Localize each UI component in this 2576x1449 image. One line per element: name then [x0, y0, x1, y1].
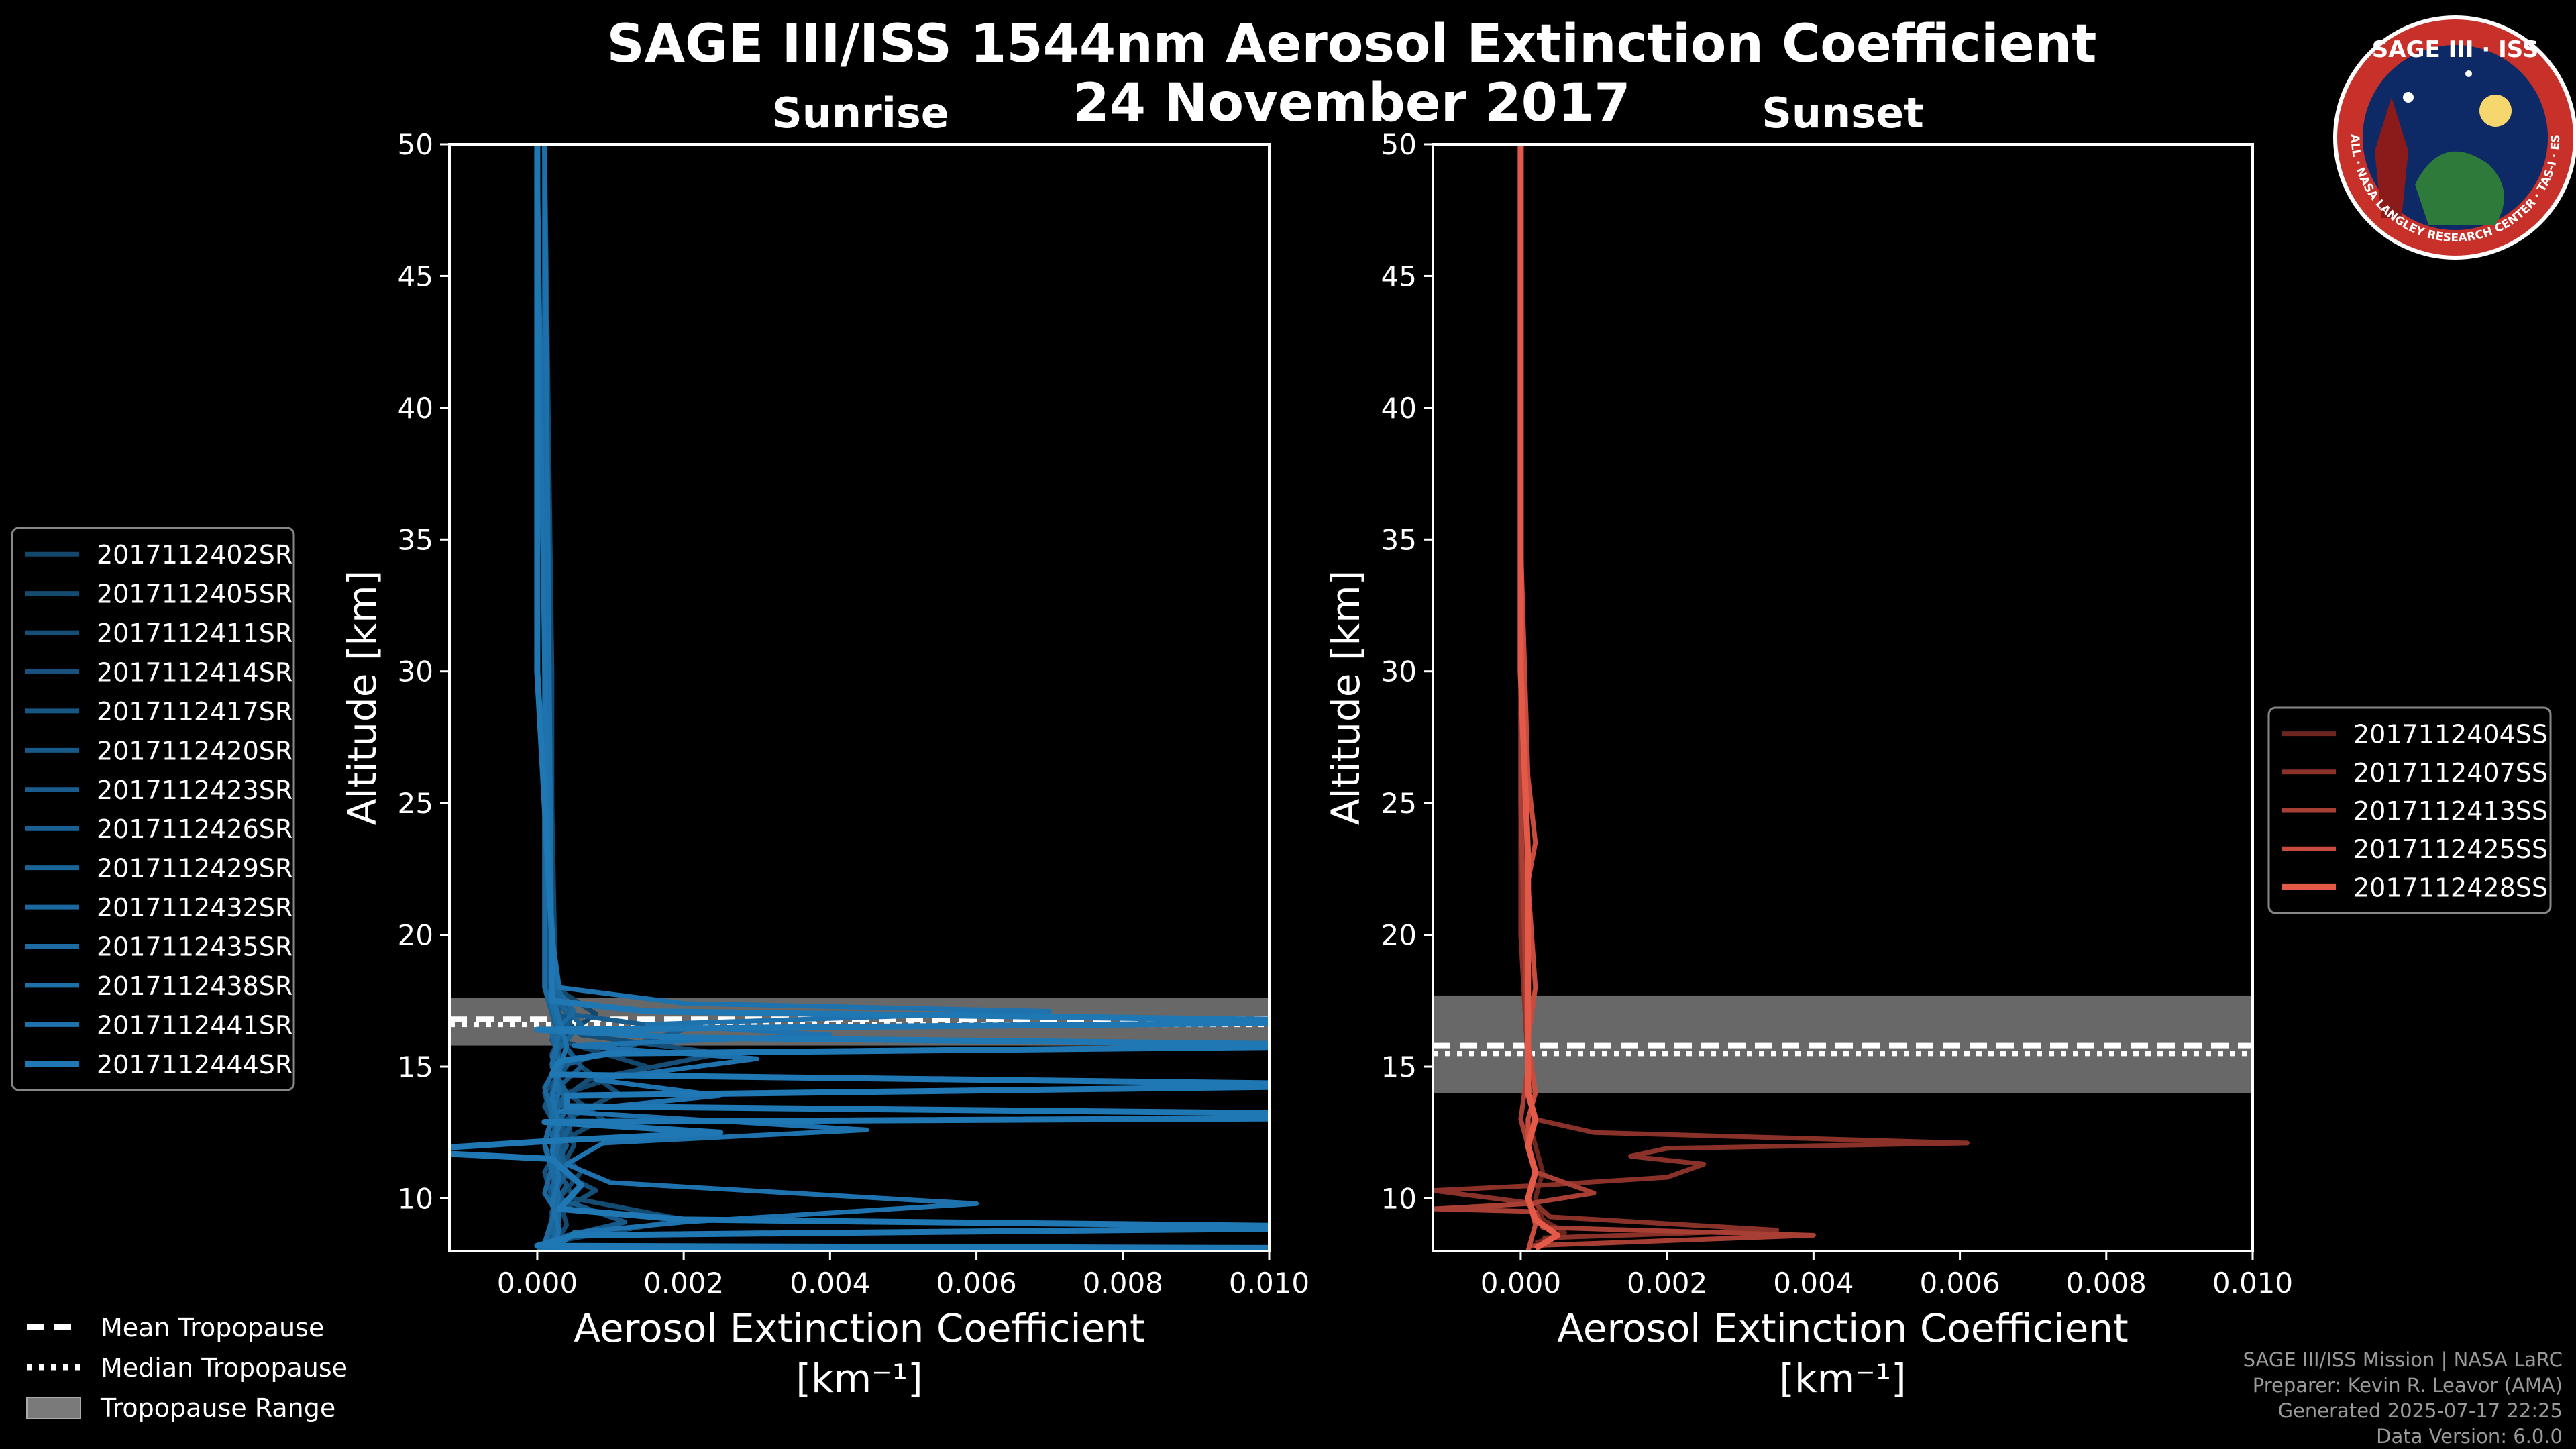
y-tick-label: 10 [398, 1182, 433, 1215]
series-line-2017112444SR [449, 144, 1269, 1251]
legend-label: 2017112402SR [97, 540, 292, 570]
figure-title: SAGE III/ISS 1544nm Aerosol Extinction C… [607, 14, 2097, 74]
x-axis-label: Aerosol Extinction Coefficient [574, 1305, 1145, 1351]
y-tick-label: 20 [398, 919, 433, 952]
tropopause-legend: Mean Tropopause Median Tropopause Tropop… [26, 1313, 347, 1423]
legend-label: 2017112426SR [97, 814, 292, 844]
footer-mission: SAGE III/ISS Mission | NASA LaRC [2243, 1348, 2563, 1371]
tropopause-group [1433, 995, 2253, 1093]
legend-label: 2017112405SR [97, 580, 292, 609]
series-line-2017112441SR [535, 144, 1053, 1248]
x-axis-unit: [km⁻¹] [1779, 1356, 1906, 1401]
footer-preparer: Preparer: Kevin R. Leavor (AMA) [2252, 1374, 2563, 1397]
legend-label: 2017112411SR [97, 619, 292, 648]
median-tropopause-label: Median Tropopause [101, 1353, 347, 1383]
legend-label: 2017112407SS [2353, 758, 2548, 788]
y-tick-label: 35 [1381, 523, 1417, 556]
y-tick-label: 20 [1381, 919, 1417, 952]
y-tick-label: 35 [398, 523, 433, 556]
series-line-2017112428SS [1517, 144, 1560, 1251]
tropopause-range-label: Tropopause Range [100, 1393, 335, 1423]
series-group [1433, 144, 1970, 1251]
footer-data-version: Data Version: 6.0.0 [2376, 1425, 2563, 1448]
x-axis-label: Aerosol Extinction Coefficient [1557, 1305, 2129, 1351]
y-axis-label: Altitude [km] [339, 570, 385, 825]
footer-credits: SAGE III/ISS Mission | NASA LaRC Prepare… [2243, 1347, 2563, 1449]
star-icon [2465, 70, 2472, 77]
sunrise-panel: 10 15 20 25 30 35 40 45 50 0.000 0.002 0.004 0.006 0.… [339, 89, 1309, 1401]
legend-label: 2017112435SR [97, 932, 292, 962]
legend-label: 2017112444SR [97, 1050, 292, 1079]
y-tick-label: 15 [1381, 1051, 1417, 1083]
x-tick-label: 0.006 [936, 1267, 1016, 1299]
y-axis-label: Altitude [km] [1323, 570, 1368, 825]
y-tick-label: 30 [398, 655, 433, 688]
y-tick-label: 25 [398, 787, 433, 820]
legend-label: 2017112438SR [97, 971, 292, 1001]
x-axis-unit: [km⁻¹] [796, 1356, 922, 1401]
x-tick-label: 0.000 [1481, 1267, 1561, 1299]
legend-frame [11, 527, 295, 1091]
sun-icon [2479, 95, 2512, 127]
x-tick-label: 0.002 [643, 1267, 724, 1299]
star-icon [2403, 92, 2414, 103]
panel-title: Sunset [1762, 89, 1924, 138]
y-tick-label: 40 [1381, 392, 1417, 425]
legend-label: 2017112423SR [97, 775, 292, 805]
x-tick-label: 0.004 [1773, 1267, 1854, 1299]
figure-robe-icon [2375, 97, 2408, 218]
y-tick-label: 45 [398, 260, 433, 292]
legend-label: 2017112417SR [97, 697, 292, 727]
y-tick-label: 40 [398, 392, 433, 425]
footer-generated: Generated 2025-07-17 22:25 [2277, 1399, 2563, 1422]
legend-label: 2017112432SR [97, 893, 292, 922]
legend-label: 2017112425SS [2353, 835, 2548, 864]
x-tick-label: 0.010 [2212, 1267, 2293, 1299]
sunset-legend: 2017112404SS 2017112407SS 2017112413SS 2017… [2267, 706, 2552, 914]
y-tick-label: 50 [1381, 128, 1417, 161]
series-line-2017112438SR [542, 144, 570, 1251]
mean-tropopause-label: Mean Tropopause [101, 1313, 324, 1342]
y-tick-label: 30 [1381, 655, 1417, 688]
x-tick-label: 0.000 [497, 1267, 578, 1299]
legend-label: 2017112429SR [97, 854, 292, 883]
legend-label: 2017112441SR [97, 1010, 292, 1040]
y-tick-label: 45 [1381, 260, 1417, 292]
legend-label: 2017112414SR [97, 658, 292, 688]
x-tick-label: 0.002 [1627, 1267, 1707, 1299]
x-tick-label: 0.006 [1919, 1267, 2000, 1299]
series-group [449, 144, 1269, 1251]
x-tick-label: 0.008 [1083, 1267, 1163, 1299]
tropopause-range-swatch [26, 1397, 81, 1419]
x-tick-label: 0.008 [2066, 1267, 2147, 1299]
legend-frame [2267, 706, 2552, 914]
plot-frame [448, 143, 1271, 1252]
legend-label: 2017112413SS [2353, 796, 2548, 826]
y-tick-label: 25 [1381, 787, 1417, 820]
plot-area [449, 144, 1269, 1251]
figure-subtitle-date: 24 November 2017 [1073, 73, 1630, 133]
legend-label: 2017112420SR [97, 736, 292, 765]
y-tick-label: 10 [1381, 1182, 1417, 1215]
plot-frame [1432, 143, 2254, 1252]
mission-logo: SAGE III · ISS BALL · NASA LANGLEY RESEA… [2333, 15, 2576, 260]
y-tick-label: 50 [398, 128, 433, 161]
series-line-2017112432SR [542, 144, 576, 1249]
logo-top-text: SAGE III · ISS [2372, 36, 2538, 63]
x-tick-label: 0.004 [790, 1267, 870, 1299]
sunrise-legend: 2017112402SR 2017112405SR 2017112411SR 2017… [11, 527, 295, 1091]
x-tick-label: 0.010 [1229, 1267, 1309, 1299]
panel-title: Sunrise [772, 89, 949, 138]
legend-label: 2017112428SS [2353, 873, 2548, 902]
earth-limb-icon [2415, 151, 2504, 225]
y-tick-label: 15 [398, 1051, 433, 1083]
legend-label: 2017112404SS [2353, 720, 2548, 749]
sunset-panel: 10 15 20 25 30 35 40 45 50 0.000 0.002 0.004 0.006 0.… [1323, 89, 2293, 1401]
